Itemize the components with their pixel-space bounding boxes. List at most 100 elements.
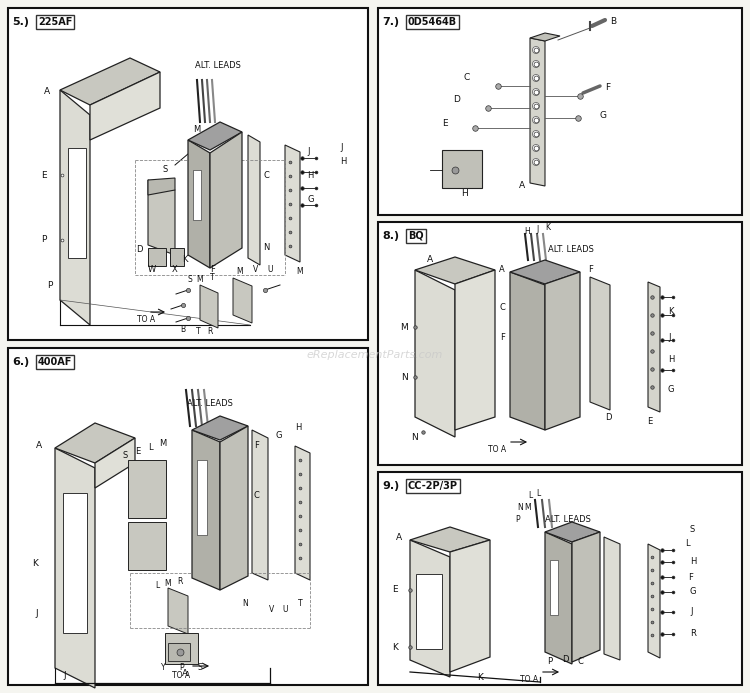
Text: T: T <box>196 328 200 337</box>
Text: E: E <box>442 119 448 128</box>
Text: M: M <box>525 502 531 511</box>
Polygon shape <box>415 257 495 284</box>
Text: 400AF: 400AF <box>38 357 72 367</box>
Circle shape <box>532 116 539 123</box>
Text: ALT. LEADS: ALT. LEADS <box>545 516 591 525</box>
Text: 225AF: 225AF <box>38 17 72 27</box>
Text: V: V <box>269 606 274 615</box>
Bar <box>378 222 742 465</box>
Text: N: N <box>242 599 248 608</box>
Bar <box>63 493 87 633</box>
Circle shape <box>532 159 539 166</box>
Text: C: C <box>263 170 268 179</box>
Bar <box>378 472 742 685</box>
Polygon shape <box>188 140 210 268</box>
Polygon shape <box>415 270 455 437</box>
Text: F: F <box>500 333 505 342</box>
Bar <box>168 643 190 661</box>
Bar <box>8 348 368 685</box>
Text: G: G <box>275 432 281 441</box>
Text: ALT. LEADS: ALT. LEADS <box>187 398 233 407</box>
Bar <box>148 248 166 266</box>
Polygon shape <box>148 180 175 255</box>
Text: TO A: TO A <box>520 676 538 685</box>
Text: W: W <box>148 265 156 274</box>
Circle shape <box>532 89 539 96</box>
Bar <box>68 148 86 258</box>
Text: S: S <box>198 663 202 672</box>
Text: D: D <box>136 245 143 254</box>
Text: N: N <box>412 432 419 441</box>
Text: X: X <box>172 265 178 274</box>
Text: F: F <box>605 83 610 92</box>
Text: P: P <box>180 663 184 672</box>
Text: A: A <box>500 265 505 274</box>
Circle shape <box>532 130 539 137</box>
Polygon shape <box>165 633 198 664</box>
Polygon shape <box>220 426 248 590</box>
Text: J: J <box>537 225 539 234</box>
Text: H: H <box>524 227 530 236</box>
Circle shape <box>532 60 539 67</box>
Circle shape <box>532 103 539 109</box>
Polygon shape <box>192 416 248 440</box>
Text: CC-2P/3P: CC-2P/3P <box>408 481 458 491</box>
Text: F: F <box>254 441 259 450</box>
Polygon shape <box>410 540 450 677</box>
Text: R: R <box>207 328 213 337</box>
Text: E: E <box>41 170 47 179</box>
Text: H: H <box>340 157 346 166</box>
Polygon shape <box>148 178 175 195</box>
Polygon shape <box>510 260 580 284</box>
Text: R: R <box>177 577 183 586</box>
Bar <box>193 170 201 220</box>
Text: A: A <box>427 256 433 265</box>
Bar <box>416 574 442 649</box>
Text: G: G <box>307 195 314 204</box>
Text: J: J <box>307 148 310 157</box>
Text: A: A <box>36 441 42 450</box>
Text: E: E <box>647 417 652 426</box>
Text: eReplacementParts.com: eReplacementParts.com <box>307 350 443 360</box>
Text: L: L <box>528 491 532 500</box>
Bar <box>128 522 166 570</box>
Circle shape <box>532 46 539 53</box>
Polygon shape <box>248 135 260 265</box>
Text: 0D5464B: 0D5464B <box>408 17 457 27</box>
Text: K: K <box>392 642 398 651</box>
Polygon shape <box>295 446 310 580</box>
Text: J: J <box>340 143 343 152</box>
Text: TO A: TO A <box>137 315 155 324</box>
Text: C: C <box>464 73 470 82</box>
Text: C: C <box>254 491 260 500</box>
Text: L: L <box>536 489 540 498</box>
Text: B: B <box>610 17 616 26</box>
Polygon shape <box>450 540 490 672</box>
Text: G: G <box>600 112 607 121</box>
Text: M: M <box>237 267 243 277</box>
Text: C: C <box>577 658 583 667</box>
Polygon shape <box>60 90 90 325</box>
Text: M: M <box>165 579 171 588</box>
Text: V: V <box>254 265 259 274</box>
Text: T: T <box>298 599 302 608</box>
Polygon shape <box>285 145 300 262</box>
Text: U: U <box>267 265 273 274</box>
Text: B: B <box>181 326 185 335</box>
Text: ALT. LEADS: ALT. LEADS <box>195 60 241 69</box>
Polygon shape <box>648 282 660 412</box>
Text: J: J <box>690 608 692 617</box>
Text: P: P <box>516 516 520 525</box>
Text: A: A <box>44 87 50 96</box>
Text: H: H <box>307 170 314 179</box>
Text: K: K <box>545 224 550 232</box>
Polygon shape <box>233 278 252 323</box>
Bar <box>197 460 207 535</box>
Text: F: F <box>211 265 215 274</box>
Text: L: L <box>148 444 152 453</box>
Text: P: P <box>42 236 47 245</box>
Text: G: G <box>668 385 674 394</box>
Polygon shape <box>648 544 660 658</box>
Text: A: A <box>396 532 402 541</box>
Polygon shape <box>210 132 242 268</box>
